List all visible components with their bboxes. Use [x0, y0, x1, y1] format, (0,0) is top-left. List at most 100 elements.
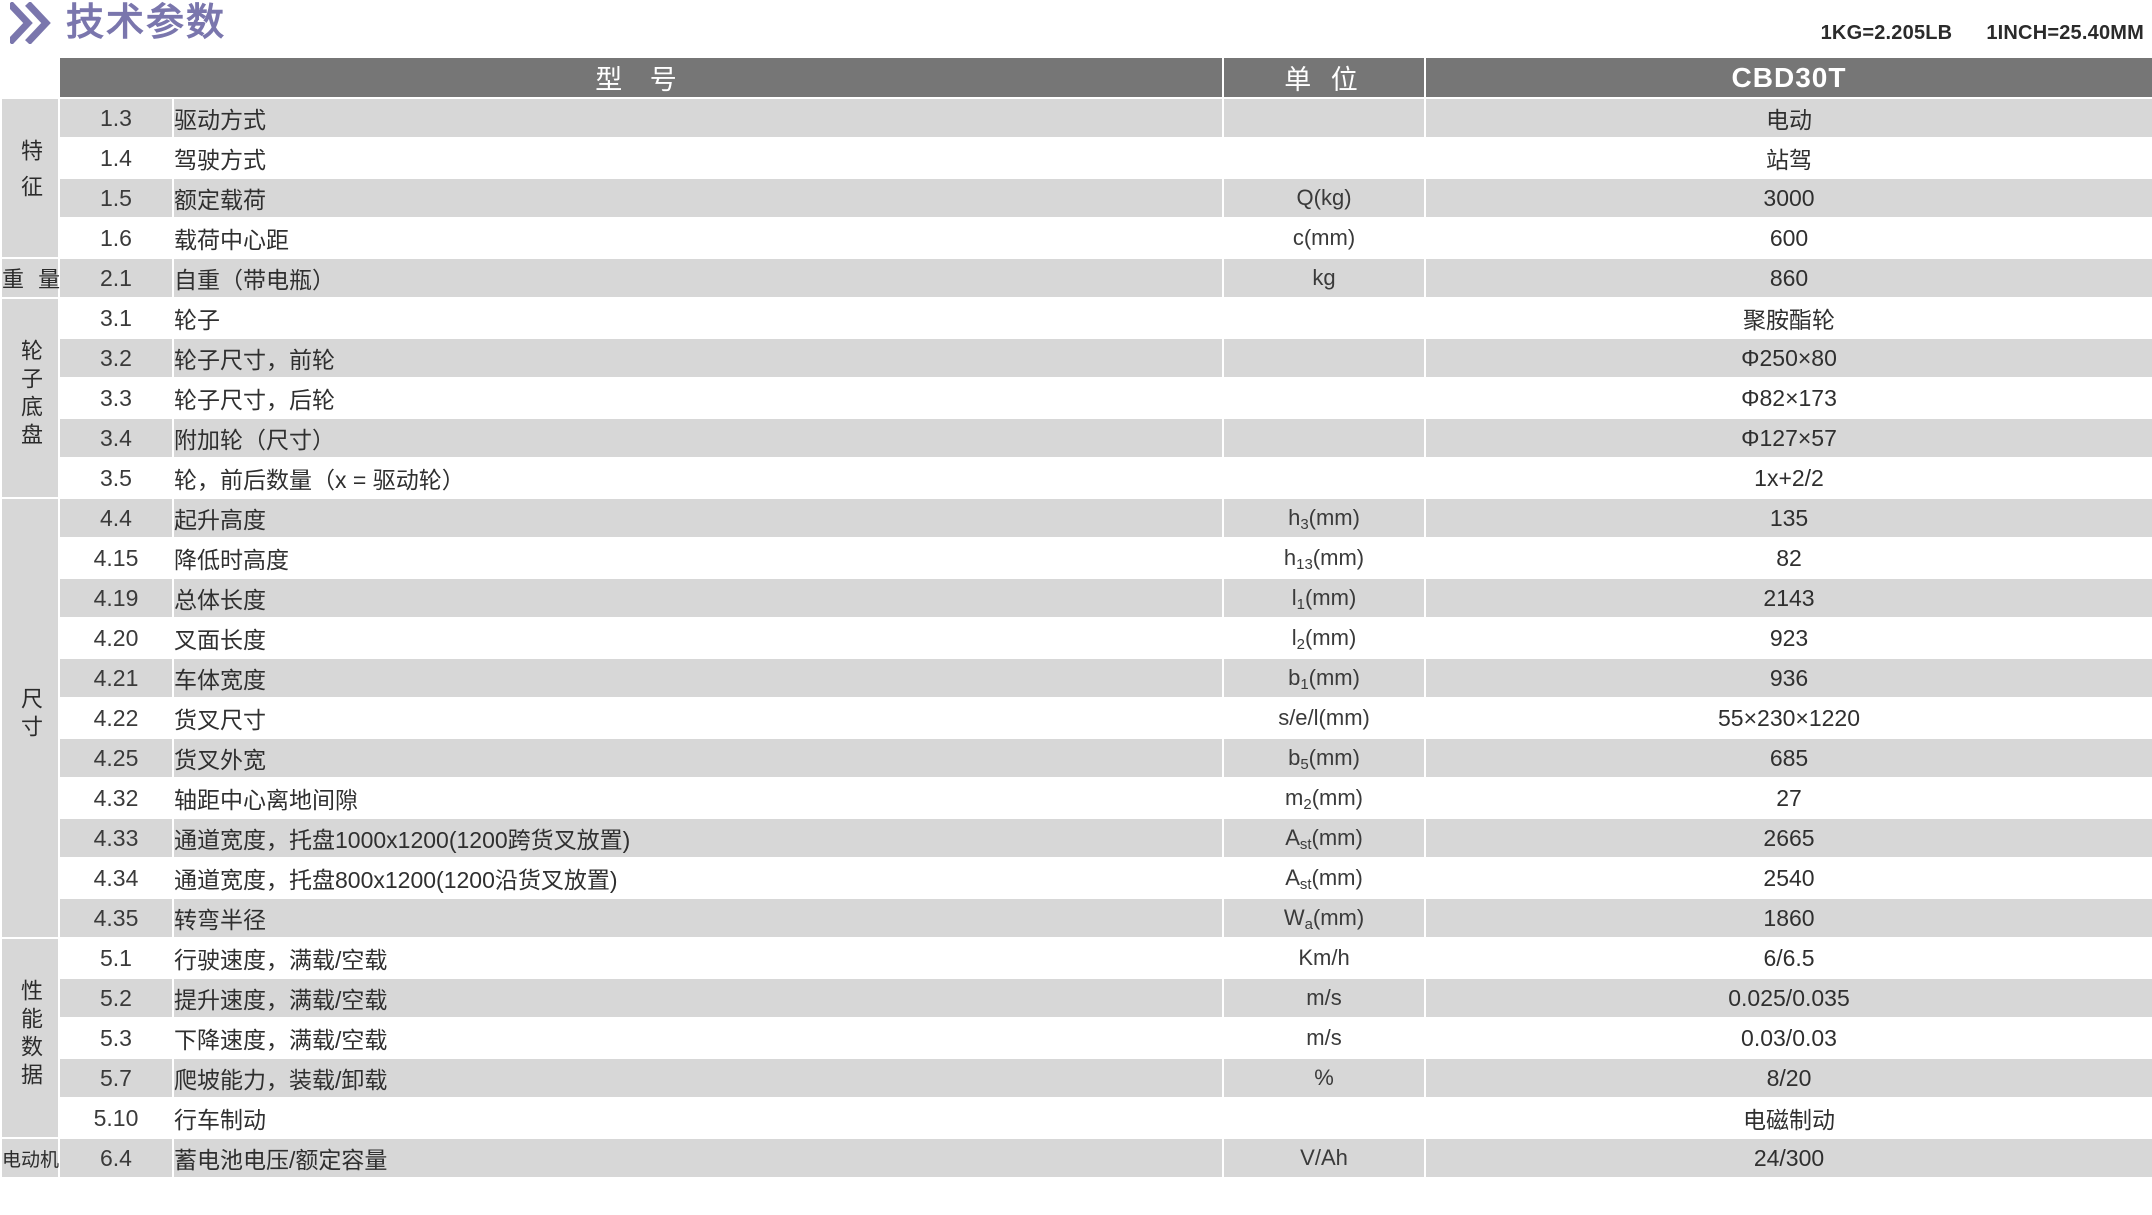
table-row: 3.5 轮，前后数量（x = 驱动轮） 1x+2/2	[2, 459, 2152, 497]
row-value: 685	[1426, 739, 2152, 777]
row-label: 降低时高度	[174, 539, 1223, 577]
title-block: 技术参数	[10, 2, 226, 44]
row-value: 923	[1426, 619, 2152, 657]
table-row: 4.34 通道宽度，托盘800x1200(1200沿货叉放置) Ast(mm) 254…	[2, 859, 2152, 897]
row-id: 4.19	[60, 579, 172, 617]
column-header-value: CBD30T	[1426, 58, 2152, 97]
row-id: 3.3	[60, 379, 172, 417]
row-value: 82	[1426, 539, 2152, 577]
row-value: 1x+2/2	[1426, 459, 2152, 497]
category-label: 特征	[2, 99, 58, 257]
row-label: 驱动方式	[174, 99, 1223, 137]
row-value: 0.03/0.03	[1426, 1019, 2152, 1057]
row-value: 3000	[1426, 179, 2152, 217]
row-unit: l2(mm)	[1224, 619, 1425, 657]
table-row: 4.33 通道宽度，托盘1000x1200(1200跨货叉放置) Ast(mm) 26…	[2, 819, 2152, 857]
row-id: 4.15	[60, 539, 172, 577]
table-header-row: 型 号 单 位 CBD30T	[2, 58, 2152, 97]
row-unit	[1224, 419, 1425, 457]
row-unit: m2(mm)	[1224, 779, 1425, 817]
row-unit: h13(mm)	[1224, 539, 1425, 577]
row-id: 3.4	[60, 419, 172, 457]
row-label: 轮子	[174, 299, 1223, 337]
row-id: 3.1	[60, 299, 172, 337]
conversion-kg: 1KG=2.205LB	[1820, 22, 1953, 44]
table-row: 4.19 总体长度 l1(mm) 2143	[2, 579, 2152, 617]
row-id: 1.4	[60, 139, 172, 177]
column-header-model: 型 号	[60, 58, 1223, 97]
row-id: 4.22	[60, 699, 172, 737]
row-id: 3.5	[60, 459, 172, 497]
row-unit: Ast(mm)	[1224, 819, 1425, 857]
row-unit: c(mm)	[1224, 219, 1425, 257]
table-row: 4.32 轴距中心离地间隙 m2(mm) 27	[2, 779, 2152, 817]
row-unit	[1224, 1099, 1425, 1137]
row-label: 驾驶方式	[174, 139, 1223, 177]
row-value: 860	[1426, 259, 2152, 297]
category-label-text: 尺寸	[18, 687, 43, 743]
row-unit: l1(mm)	[1224, 579, 1425, 617]
row-id: 3.2	[60, 339, 172, 377]
table-row: 4.20 叉面长度 l2(mm) 923	[2, 619, 2152, 657]
row-id: 4.35	[60, 899, 172, 937]
conversion-inch: 1INCH=25.40MM	[1986, 22, 2144, 44]
row-unit: Q(kg)	[1224, 179, 1425, 217]
row-label: 爬坡能力，装载/卸载	[174, 1059, 1223, 1097]
row-unit	[1224, 379, 1425, 417]
row-value: Φ127×57	[1426, 419, 2152, 457]
table-row: 5.2 提升速度，满载/空载 m/s 0.025/0.035	[2, 979, 2152, 1017]
row-label: 轴距中心离地间隙	[174, 779, 1223, 817]
row-value: 600	[1426, 219, 2152, 257]
row-label: 通道宽度，托盘800x1200(1200沿货叉放置)	[174, 859, 1223, 897]
table-row: 性能数据 5.1 行驶速度，满载/空载 Km/h 6/6.5	[2, 939, 2152, 1137]
row-id: 4.33	[60, 819, 172, 857]
table-row: 电动机 6.4 蓄电池电压/额定容量 V/Ah 24/300	[2, 1139, 2152, 1177]
row-value: 6/6.5	[1426, 939, 2152, 977]
row-id: 5.2	[60, 979, 172, 1017]
row-value: 2540	[1426, 859, 2152, 897]
row-unit: m/s	[1224, 979, 1425, 1017]
row-label: 额定载荷	[174, 179, 1223, 217]
table-row: 5.7 爬坡能力，装载/卸载% 8/20	[2, 1059, 2152, 1097]
row-value: 2665	[1426, 819, 2152, 857]
row-label: 轮，前后数量（x = 驱动轮）	[174, 459, 1223, 497]
row-unit: Km/h	[1224, 939, 1425, 977]
row-value: 8/20	[1426, 1059, 2152, 1097]
row-unit: Ast(mm)	[1224, 859, 1425, 897]
row-id: 4.20	[60, 619, 172, 657]
row-label: 起升高度	[174, 499, 1223, 537]
row-unit	[1224, 459, 1425, 497]
table-row: 4.22 货叉尺寸 s/e/l(mm) 55×230×1220	[2, 699, 2152, 737]
table-body: 特征 1.3 驱动方式 电动 1.4 驾驶方式 站驾 1.5 额定载荷 Q(kg) 3000 1.6 载…	[2, 99, 2152, 1177]
row-value: 135	[1426, 499, 2152, 537]
row-label: 通道宽度，托盘1000x1200(1200跨货叉放置)	[174, 819, 1223, 857]
row-value: 电磁制动	[1426, 1099, 2152, 1137]
row-id: 4.32	[60, 779, 172, 817]
row-id: 6.4	[60, 1139, 172, 1177]
page-header: 技术参数 1KG=2.205LB 1INCH=25.40MM	[0, 0, 2152, 56]
row-unit: b5(mm)	[1224, 739, 1425, 777]
row-label: 转弯半径	[174, 899, 1223, 937]
table-row: 尺寸 4.4 起升高度 h3(mm) 135	[2, 499, 2152, 937]
row-label: 自重（带电瓶）	[174, 259, 1223, 297]
row-value: 站驾	[1426, 139, 2152, 177]
category-label: 尺寸	[2, 499, 58, 937]
row-value: 936	[1426, 659, 2152, 697]
row-id: 1.6	[60, 219, 172, 257]
category-label: 性能数据	[2, 939, 58, 1137]
row-id: 1.5	[60, 179, 172, 217]
table-row: 5.3 下降速度，满载/空载 m/s 0.03/0.03	[2, 1019, 2152, 1057]
row-value: 1860	[1426, 899, 2152, 937]
table-row: 4.21 车体宽度 b1(mm) 936	[2, 659, 2152, 697]
row-label: 载荷中心距	[174, 219, 1223, 257]
row-label: 行驶速度，满载/空载	[174, 939, 1223, 977]
category-label-text: 轮子底盘	[18, 339, 43, 451]
row-unit: Wa(mm)	[1224, 899, 1425, 937]
table-row: 3.2 轮子尺寸，前轮 Φ250×80	[2, 339, 2152, 377]
category-label-text: 重 量	[2, 267, 65, 292]
table-row: 3.3 轮子尺寸，后轮 Φ82×173	[2, 379, 2152, 417]
table-row: 4.35 转弯半径 Wa(mm) 1860	[2, 899, 2152, 937]
row-id: 5.10	[60, 1099, 172, 1137]
row-unit: V/Ah	[1224, 1139, 1425, 1177]
double-chevron-right-icon	[10, 2, 51, 44]
